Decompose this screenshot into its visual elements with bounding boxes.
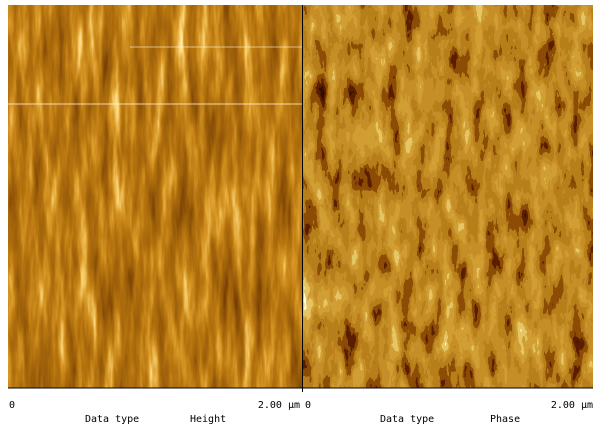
scale-end: 2.00 µm bbox=[551, 400, 593, 411]
page: {"panels": [ {"scale_start": "0", "scale… bbox=[0, 0, 594, 425]
afm-view: 0 2.00 µm Data type Height 0 2.00 µm Dat… bbox=[0, 0, 594, 425]
phase-image bbox=[303, 5, 593, 388]
data-type: Height bbox=[190, 414, 226, 425]
scale-start: 0 bbox=[9, 400, 15, 411]
height-image bbox=[8, 5, 302, 388]
data-type-label: Data type bbox=[380, 414, 434, 425]
scale-end: 2.00 µm bbox=[258, 400, 300, 411]
data-type: Phase bbox=[490, 414, 520, 425]
scale-start: 0 bbox=[305, 400, 311, 411]
data-type-label: Data type bbox=[85, 414, 139, 425]
